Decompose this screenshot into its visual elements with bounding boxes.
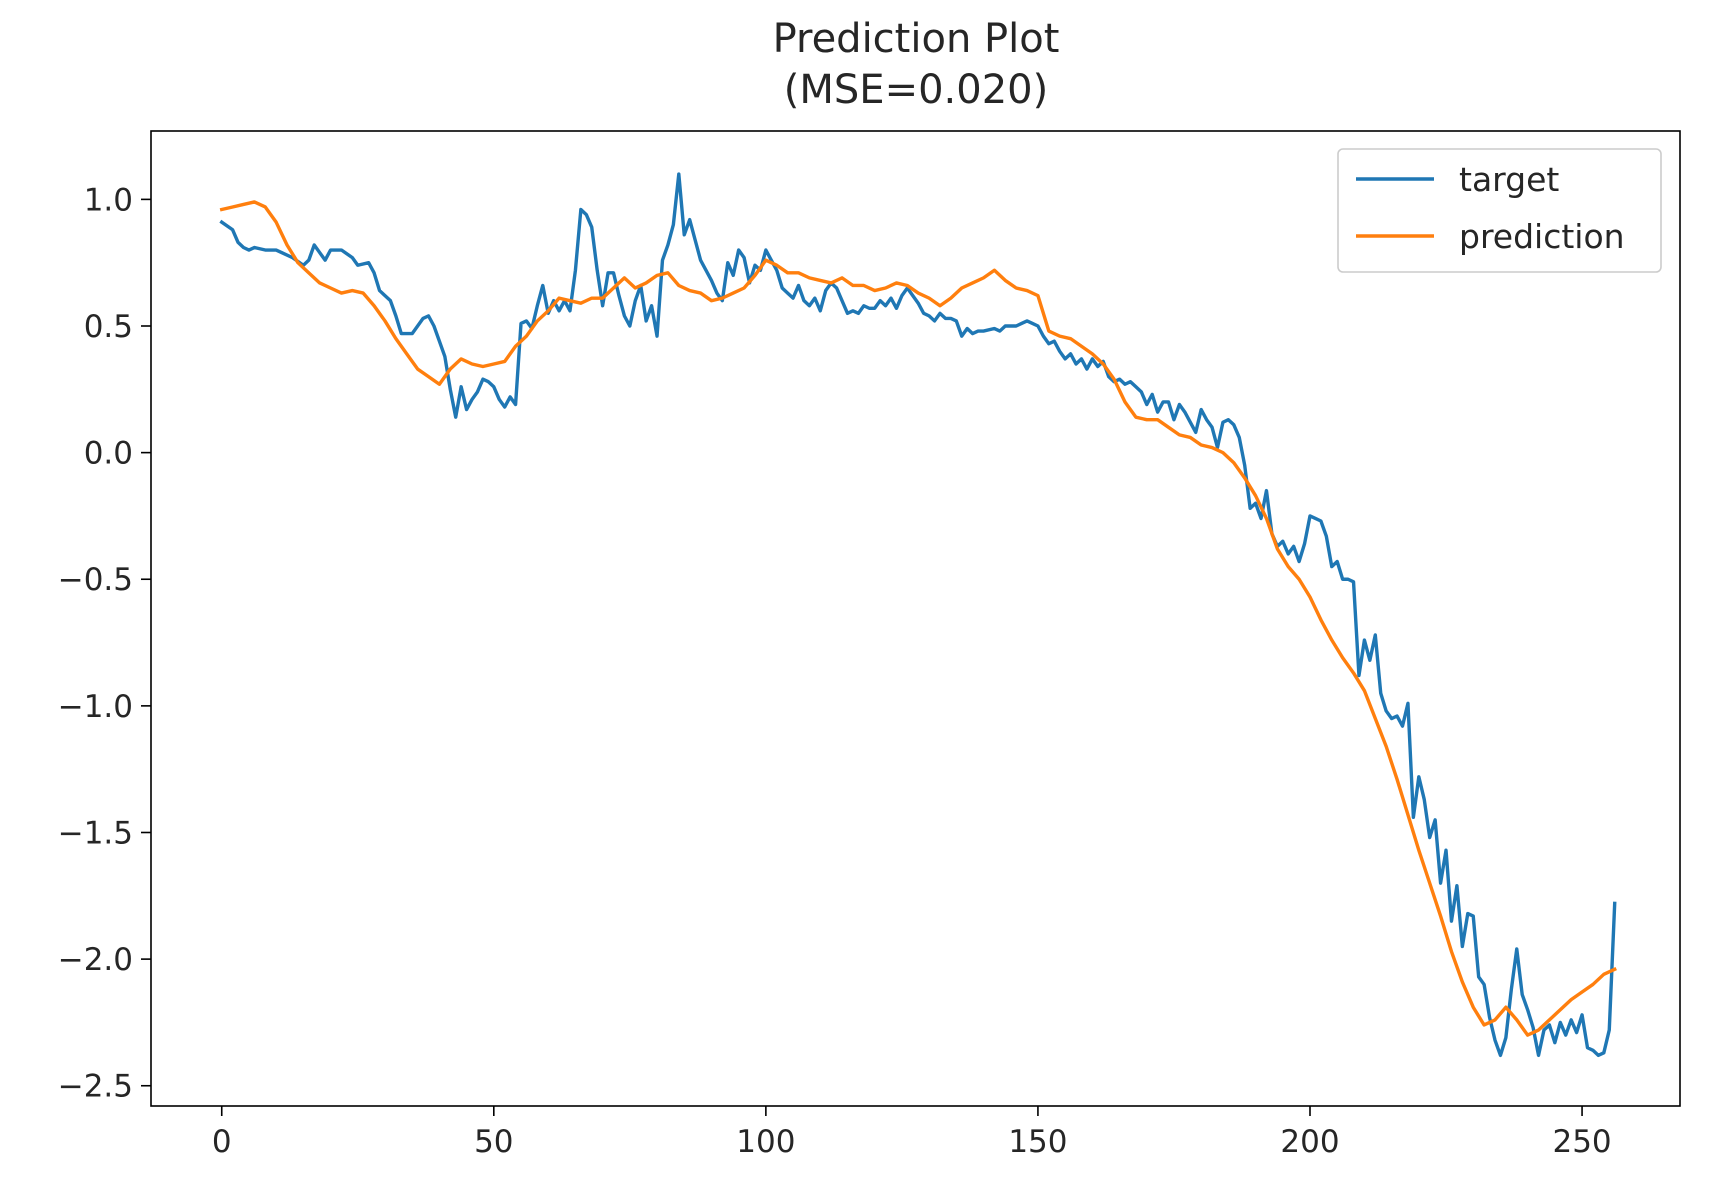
x-tick-label: 100 [736, 1124, 795, 1160]
x-axis-ticks: 0 50 100 150 200 250 [212, 1106, 1612, 1160]
y-tick-label: 0.5 [84, 309, 133, 345]
y-tick-label: 1.0 [84, 182, 133, 218]
series-line-prediction [219, 200, 1617, 1037]
series-layer [219, 172, 1617, 1058]
x-tick-label: 50 [474, 1124, 513, 1160]
plot-frame [150, 130, 1681, 1107]
chart-title: Prediction Plot [773, 16, 1060, 62]
y-tick-label: −1.5 [58, 815, 133, 851]
legend-label-target: target [1459, 160, 1559, 199]
x-tick-label: 200 [1280, 1124, 1339, 1160]
y-tick-label: −2.0 [58, 942, 133, 978]
chart-subtitle: (MSE=0.020) [784, 67, 1048, 113]
y-axis-ticks: 1.0 0.5 0.0 −0.5 −1.0 −1.5 −2.0 −2.5 [58, 182, 151, 1105]
x-tick-label: 150 [1008, 1124, 1067, 1160]
x-tick-label: 0 [212, 1124, 232, 1160]
y-tick-label: −0.5 [58, 562, 133, 598]
legend-label-prediction: prediction [1459, 217, 1625, 256]
legend: target prediction [1337, 148, 1662, 273]
y-tick-label: −1.0 [58, 689, 133, 725]
y-tick-label: 0.0 [84, 436, 133, 472]
series-line-target [219, 172, 1617, 1058]
x-tick-label: 250 [1552, 1124, 1611, 1160]
y-tick-label: −2.5 [58, 1069, 133, 1105]
